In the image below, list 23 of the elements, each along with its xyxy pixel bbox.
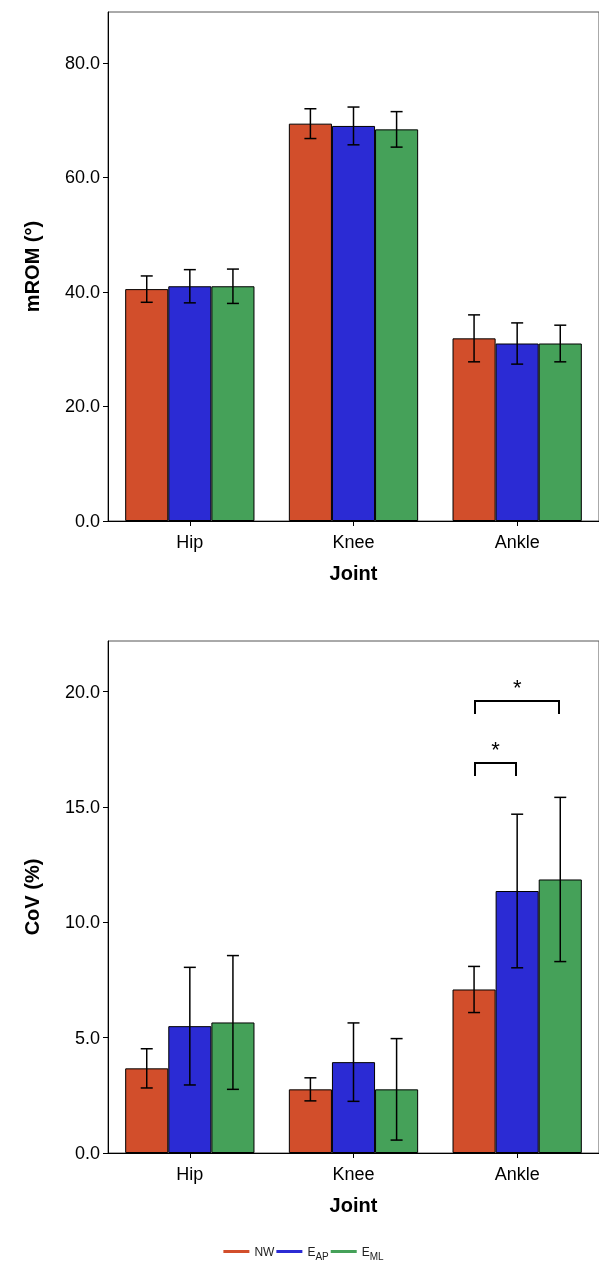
- y-axis-title: mROM (°): [21, 220, 43, 313]
- y-tick-label: 0.0: [74, 1143, 100, 1163]
- y-tick-label: 0.0: [74, 511, 100, 531]
- y-tick-label: 20.0: [64, 396, 100, 417]
- x-axis-title: Joint: [329, 1194, 378, 1216]
- y-tick-label: 10.0: [64, 912, 100, 933]
- legend-label: NW: [254, 1244, 276, 1259]
- x-tick-label: Ankle: [494, 1164, 540, 1184]
- y-tick-label: 15.0: [64, 797, 100, 818]
- annotation: *: [490, 737, 501, 763]
- y-tick-label: 20.0: [64, 681, 100, 702]
- y-tick-label: 40.0: [64, 281, 100, 302]
- y-tick-label: 80.0: [64, 52, 100, 73]
- annotation: *: [511, 675, 523, 701]
- x-tick-label: Knee: [332, 1164, 375, 1184]
- x-tick-label: Ankle: [494, 532, 540, 552]
- y-axis-title: CoV (%): [21, 858, 43, 936]
- y-tick-label: 60.0: [64, 167, 100, 188]
- x-axis-title: Joint: [329, 562, 378, 584]
- x-tick-label: Hip: [176, 1164, 204, 1184]
- y-tick-label: 5.0: [74, 1027, 100, 1048]
- x-tick-label: Knee: [332, 532, 375, 552]
- x-tick-label: Hip: [176, 532, 204, 552]
